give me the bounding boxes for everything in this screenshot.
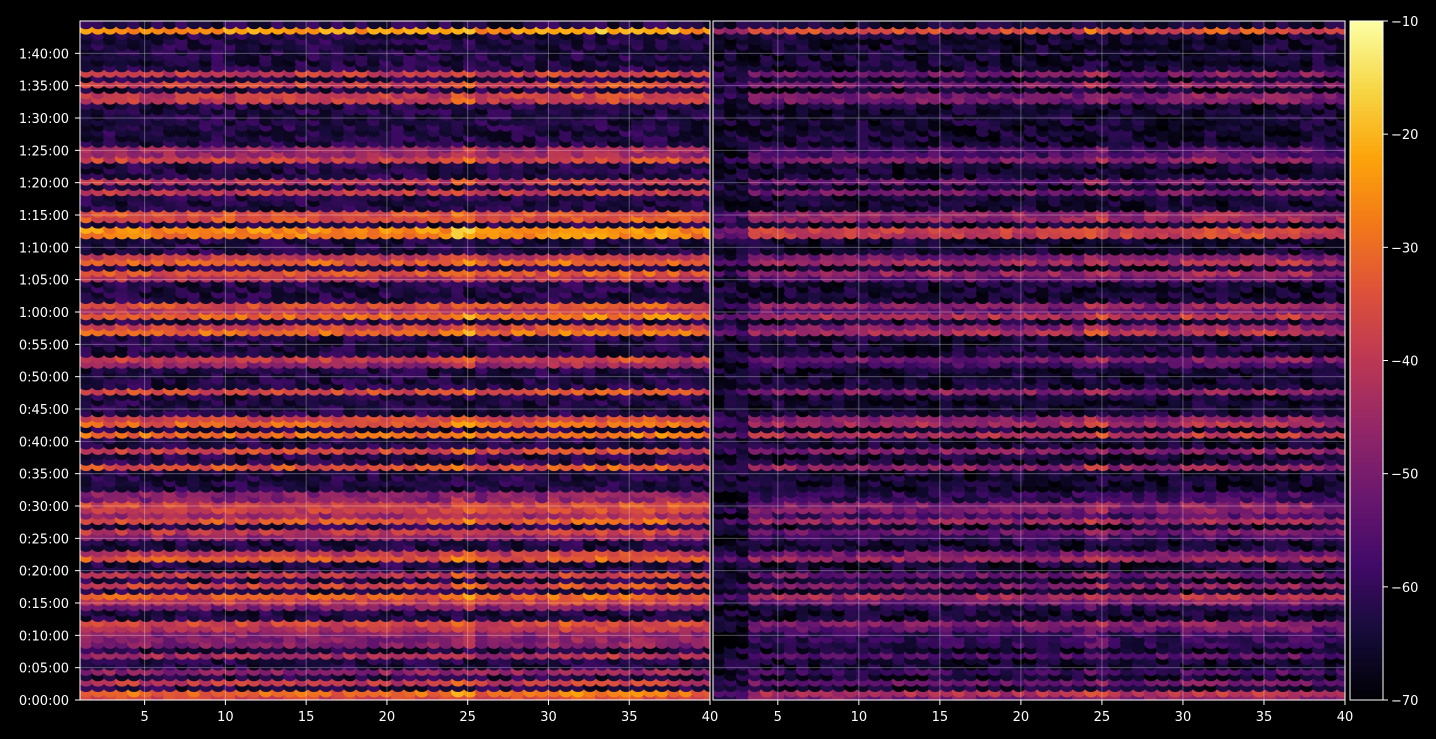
left-panel <box>80 21 710 700</box>
left-panel-cells <box>80 21 710 700</box>
